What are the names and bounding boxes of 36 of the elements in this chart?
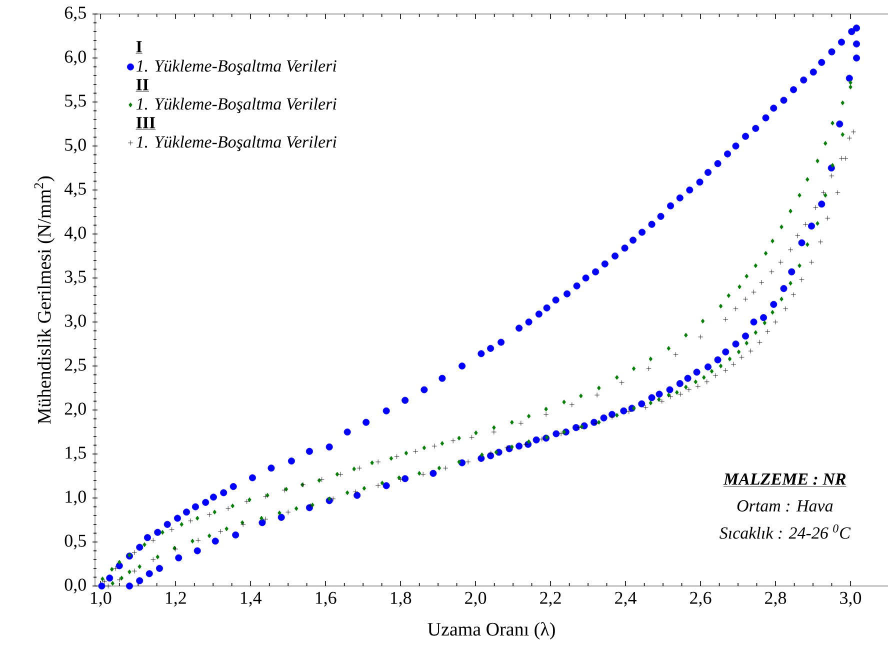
legend-label: 1. Yükleme-Boşaltma Verileri	[136, 136, 336, 152]
y-tick-label: 6,5	[64, 6, 86, 22]
annotation: II	[136, 79, 148, 90]
x-tick-label: 2,4	[615, 592, 637, 607]
x-tick-label: 1,2	[166, 592, 186, 607]
annotation: MALZEME : NR	[723, 473, 846, 485]
x-tick-label: 1,0	[90, 592, 112, 607]
annotation: Ortam : Hava	[737, 500, 833, 512]
annotation: I	[136, 41, 142, 52]
y-tick-label: 0,0	[64, 578, 86, 594]
x-axis-title: Uzama Oranı (λ)	[428, 622, 555, 640]
x-tick-label: 1,4	[240, 592, 262, 607]
y-tick-label: 1,0	[66, 490, 86, 506]
y-tick-label: 2,5	[64, 358, 86, 374]
annotation: Sıcaklık : 24-26 $^{0}$C	[720, 524, 851, 539]
x-tick-label: 2,6	[690, 592, 712, 607]
y-tick-label: 5,5	[65, 94, 86, 110]
y-tick-label: 3,5	[64, 270, 86, 286]
x-tick-label: 2,2	[540, 592, 561, 607]
y-tick-label: 3,0	[64, 314, 86, 330]
x-tick-label: 1,8	[390, 592, 412, 607]
y-tick-label: 1,5	[66, 446, 86, 462]
x-tick-label: 1,6	[316, 592, 336, 607]
y-tick-label: 5,0	[65, 138, 86, 154]
legend-label: 1. Yükleme-Boşaltma Verileri	[136, 60, 336, 76]
x-tick-label: 3,0	[840, 592, 862, 607]
x-tick-label: 2,8	[765, 592, 786, 607]
y-tick-label: 6,0	[64, 50, 86, 66]
y-tick-label: 4,0	[64, 226, 86, 242]
y-tick-label: 0,5	[64, 534, 86, 550]
y-tick-label: 2,0	[64, 402, 86, 418]
y-tick-label: 4,5	[64, 182, 86, 198]
annotation: III	[136, 117, 156, 128]
legend-label: 1. Yükleme-Boşaltma Verileri	[136, 98, 336, 114]
x-tick-label: 2,0	[465, 592, 486, 607]
y-axis-title: Mühendislik Gerilmesi (N/mm$^{2}$)	[34, 176, 55, 424]
